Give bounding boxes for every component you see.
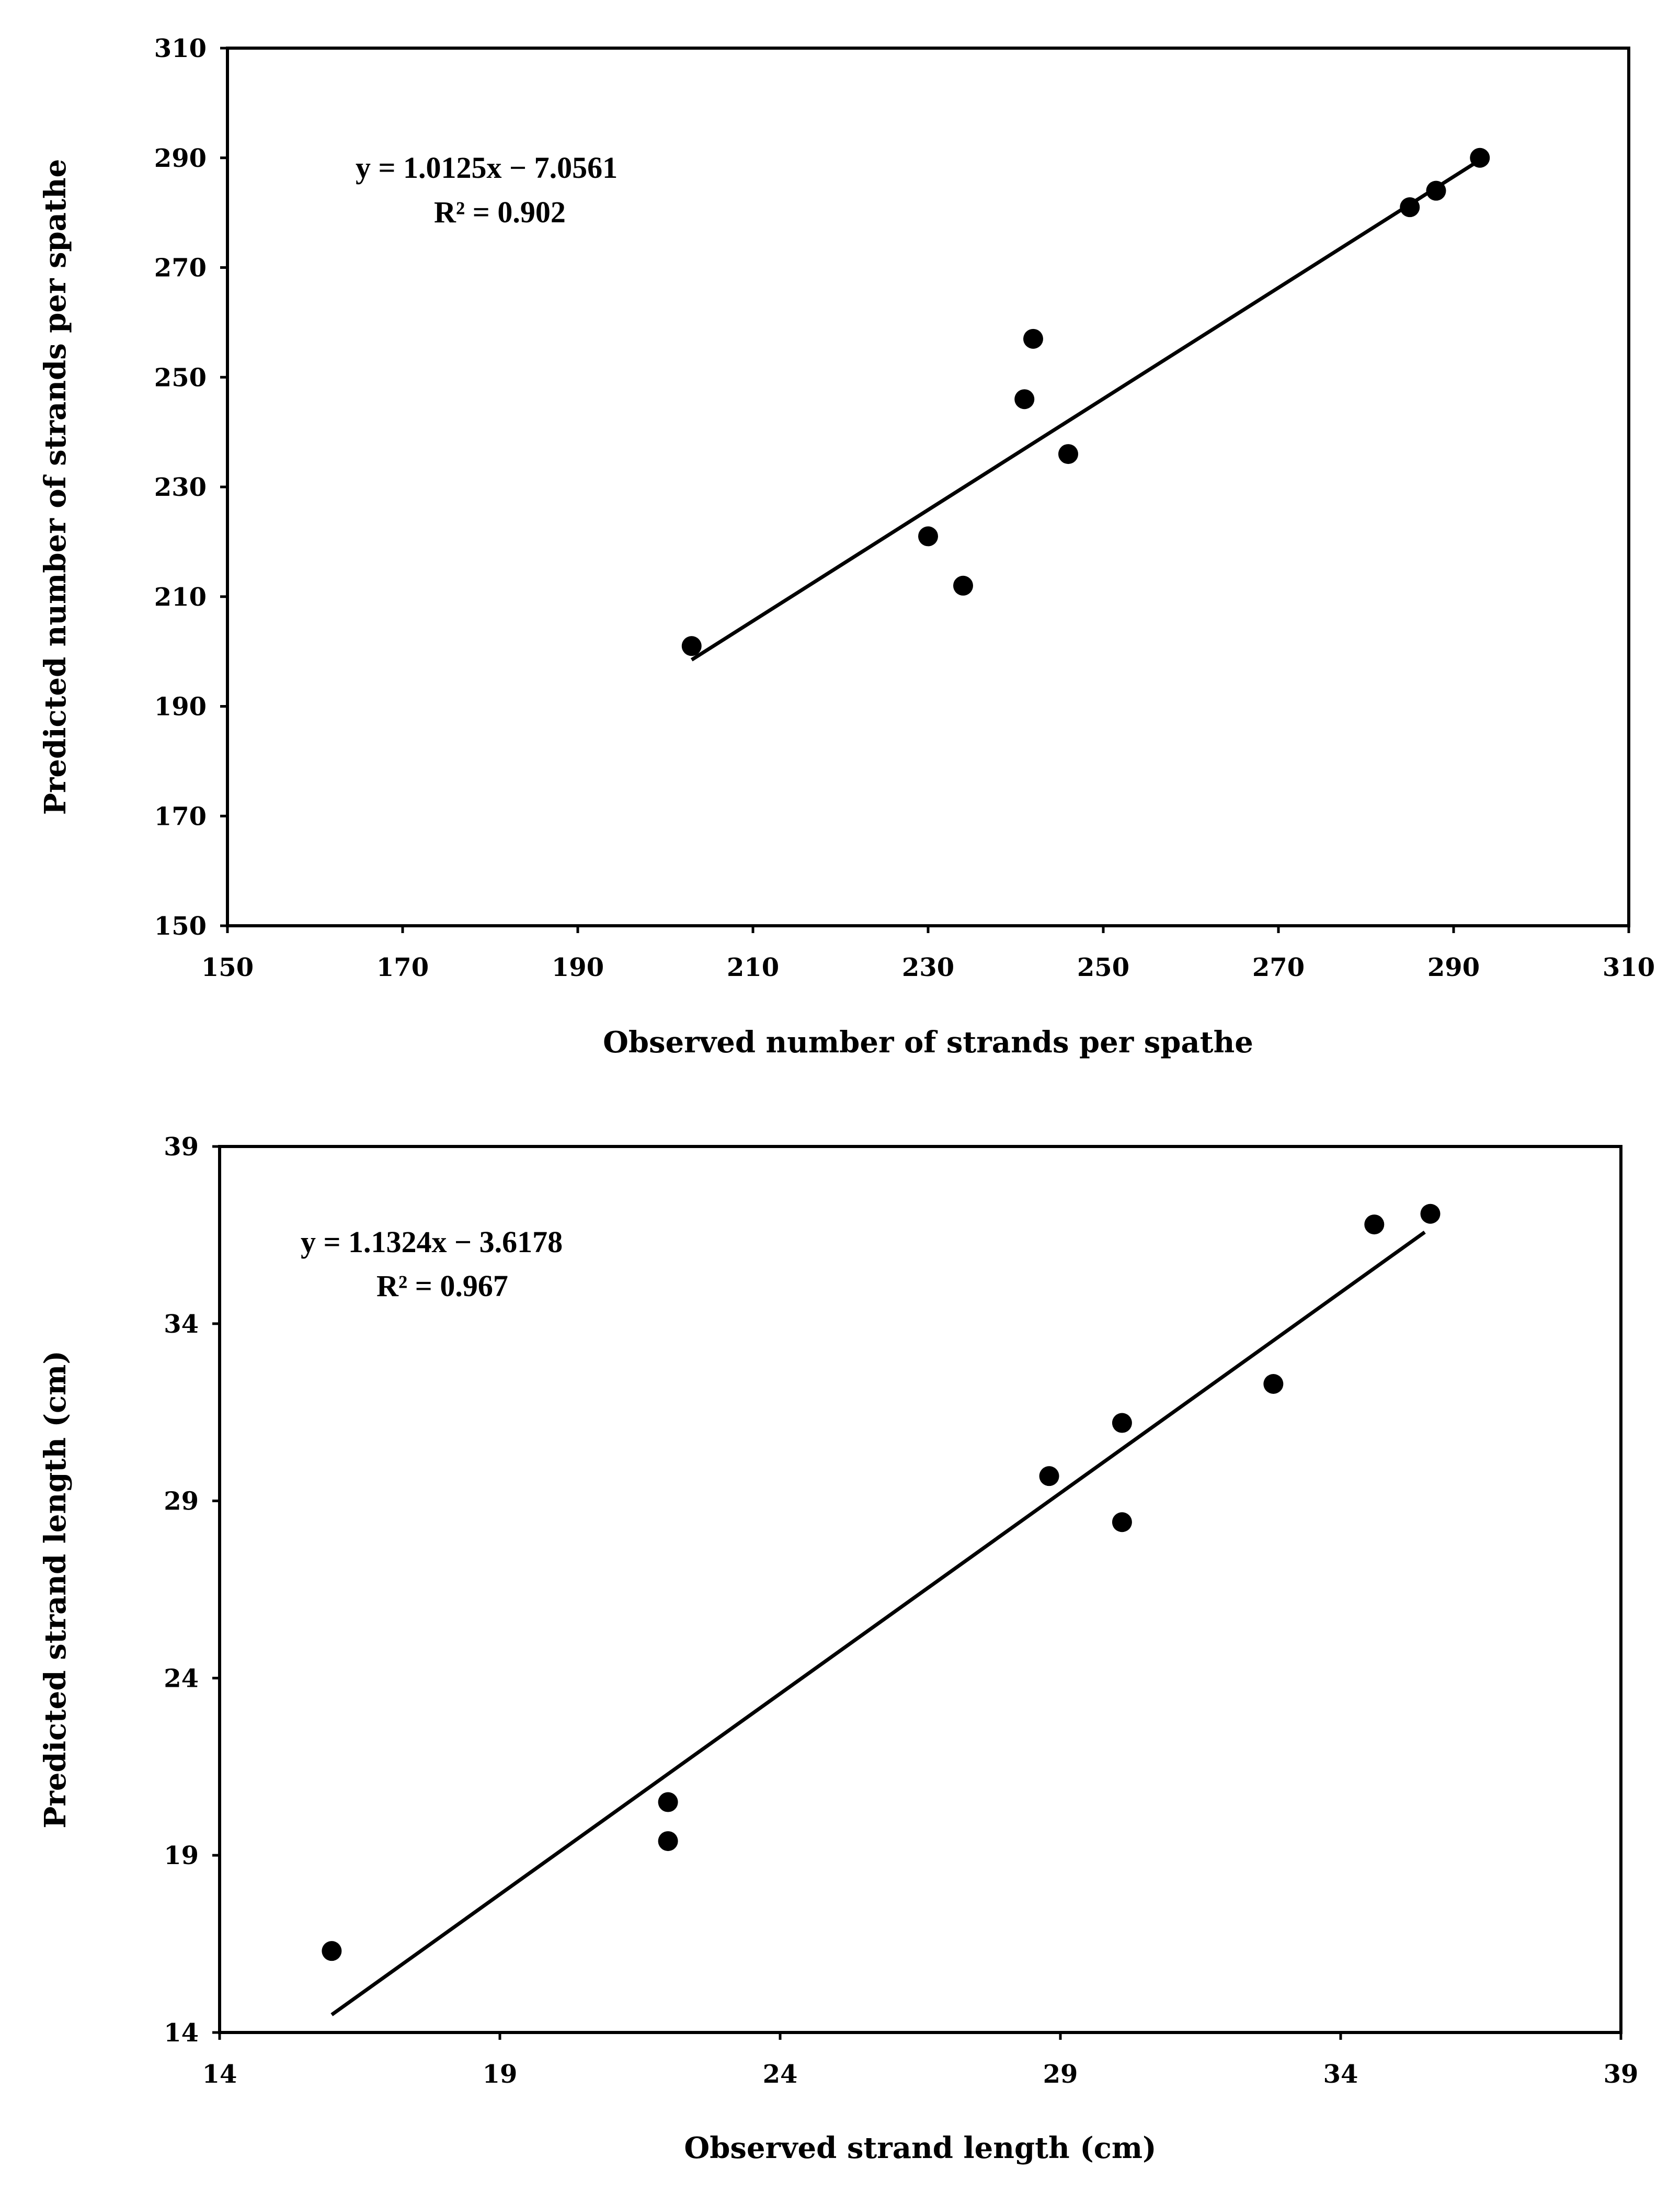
- y-tick-label: 190: [154, 692, 207, 722]
- x-axis-ticks: 14 19 24 29 34 39: [202, 2032, 1639, 2089]
- x-tick-label: 190: [552, 953, 604, 982]
- x-tick-label: 270: [1252, 953, 1305, 982]
- x-tick-label: 29: [1043, 2060, 1078, 2089]
- x-tick-label: 250: [1077, 953, 1129, 982]
- data-point: [1112, 1512, 1132, 1532]
- y-tick-label: 230: [154, 473, 207, 502]
- y-tick-label: 310: [154, 34, 207, 63]
- data-point: [1400, 197, 1420, 218]
- trendline: [330, 1230, 1426, 2016]
- x-axis-title: Observed number of strands per spathe: [603, 1025, 1253, 1060]
- data-point: [658, 1792, 678, 1812]
- data-point: [1014, 389, 1035, 410]
- data-point: [322, 1941, 342, 1961]
- x-tick-label: 34: [1323, 2060, 1358, 2089]
- y-axis-title: Predicted number of strands per spathe: [38, 159, 73, 815]
- y-tick-label: 24: [164, 1664, 199, 1693]
- y-tick-label: 170: [154, 802, 207, 831]
- data-point: [953, 575, 973, 596]
- r-squared-label: R² = 0.902: [434, 195, 566, 229]
- x-tick-label: 310: [1603, 953, 1655, 982]
- data-point: [1470, 147, 1490, 168]
- y-tick-label: 210: [154, 583, 207, 612]
- y-tick-label: 34: [164, 1310, 199, 1339]
- x-axis-title: Observed strand length (cm): [684, 2131, 1156, 2165]
- y-axis-ticks: 150 170 190 210 230 250 270 290 310: [154, 34, 227, 941]
- y-tick-label: 14: [164, 2018, 199, 2048]
- y-tick-label: 19: [164, 1841, 199, 1870]
- x-tick-label: 24: [763, 2060, 798, 2089]
- x-tick-label: 210: [727, 953, 779, 982]
- y-tick-label: 150: [154, 912, 207, 941]
- y-axis-ticks: 14 19 24 29 34 39: [164, 1132, 220, 2048]
- x-tick-label: 14: [202, 2060, 237, 2089]
- data-point: [1426, 180, 1446, 201]
- data-point: [1039, 1466, 1059, 1486]
- plot-area-frame: [218, 1145, 1622, 2034]
- x-tick-label: 19: [483, 2060, 518, 2089]
- scatter-points: [322, 1203, 1441, 2016]
- regression-equation: y = 1.1324x − 3.6178: [301, 1225, 563, 1259]
- regression-equation: y = 1.0125x − 7.0561: [356, 151, 618, 185]
- x-tick-label: 290: [1427, 953, 1480, 982]
- data-point: [1263, 1373, 1284, 1394]
- x-tick-label: 39: [1604, 2060, 1639, 2089]
- trendline: [690, 158, 1481, 662]
- data-point: [658, 1831, 678, 1852]
- x-axis-ticks: 150 170 190 210 230 250 270 290 310: [201, 926, 1655, 982]
- y-tick-label: 39: [164, 1132, 199, 1162]
- y-tick-label: 29: [164, 1487, 199, 1516]
- y-tick-label: 290: [154, 144, 207, 173]
- scatter-points: [681, 147, 1490, 662]
- r-squared-label: R² = 0.967: [376, 1269, 508, 1303]
- x-tick-label: 170: [376, 953, 429, 982]
- data-point: [1023, 328, 1043, 349]
- data-point: [1364, 1214, 1385, 1235]
- y-axis-title: Predicted strand length (cm): [38, 1350, 73, 1829]
- data-point: [681, 636, 702, 656]
- chart-strand-length: 14 19 24 29 34 39 14 19 24 29 34 39 y = 1.1324x − …: [38, 1132, 1639, 2165]
- data-point: [1058, 444, 1078, 464]
- data-point: [918, 526, 938, 547]
- x-tick-label: 150: [201, 953, 254, 982]
- y-tick-label: 250: [154, 363, 207, 392]
- y-tick-label: 270: [154, 254, 207, 283]
- x-tick-label: 230: [902, 953, 954, 982]
- data-point: [1420, 1203, 1441, 1224]
- data-point: [1112, 1413, 1132, 1433]
- chart-strands-per-spathe: 150 170 190 210 230 250 270 290 310 150 170 190 210…: [38, 34, 1655, 1060]
